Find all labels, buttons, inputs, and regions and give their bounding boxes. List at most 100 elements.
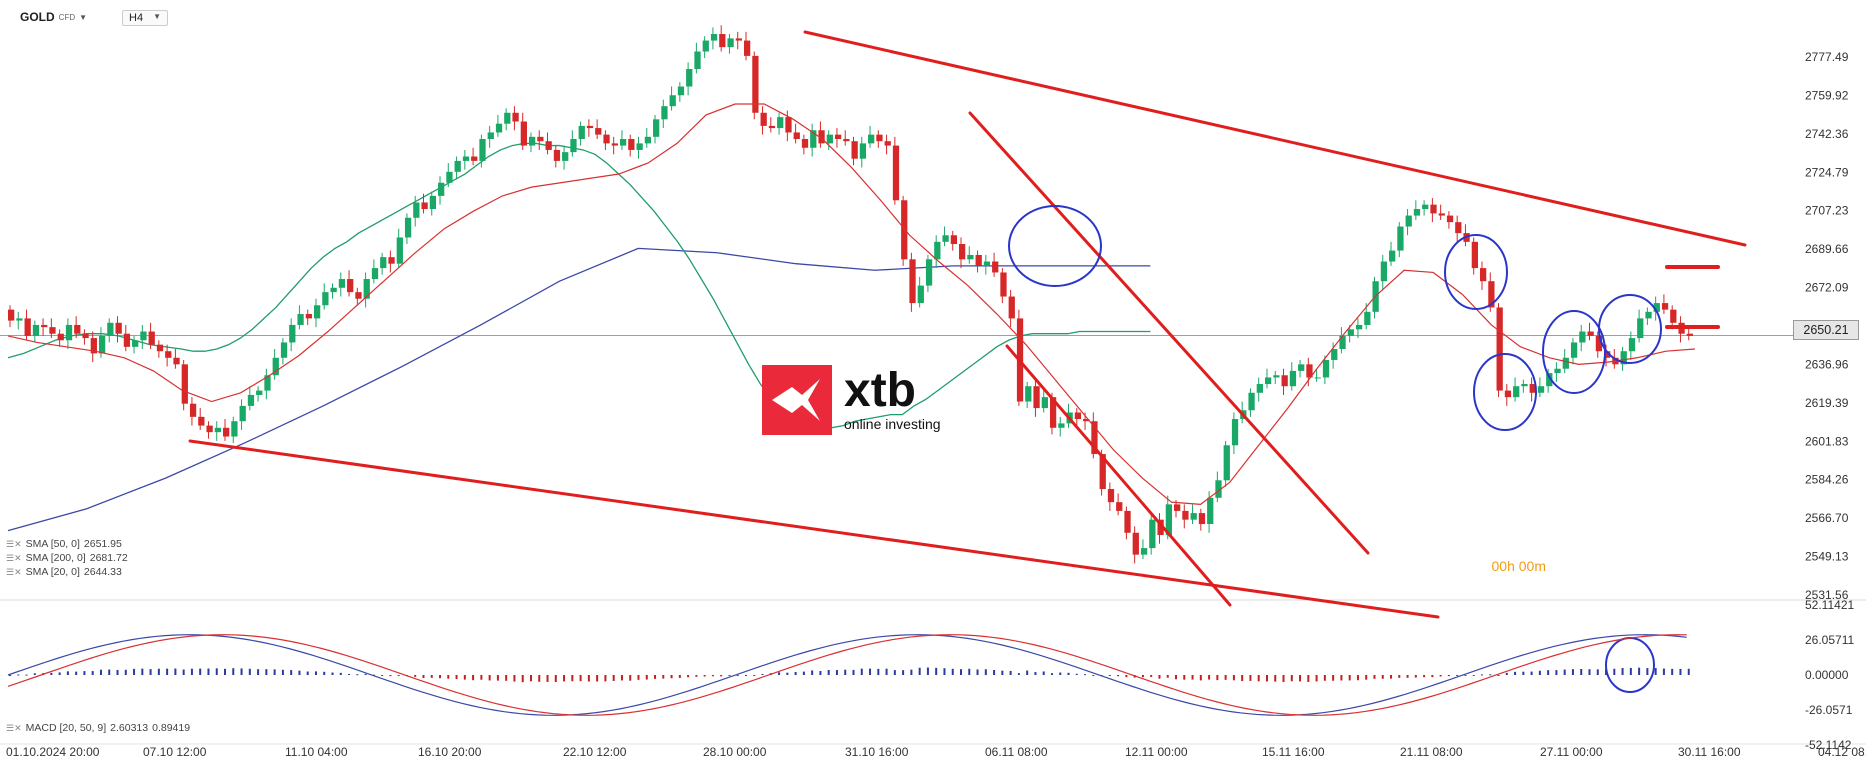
candle-body <box>884 141 891 146</box>
candle-body <box>1314 377 1321 379</box>
x-tick-label: 28.10 00:00 <box>703 745 767 759</box>
macd-histogram-bar <box>224 668 227 675</box>
macd-histogram-bar <box>1067 672 1070 675</box>
candle-body <box>628 139 635 150</box>
macd-tick-label: 26.05711 <box>1805 633 1854 647</box>
macd-histogram-bar <box>1026 670 1029 675</box>
indicator-label: MACD [20, 50, 9] <box>25 722 107 734</box>
macd-histogram-bar <box>298 670 301 675</box>
candle-body <box>1273 375 1280 378</box>
macd-histogram-bar <box>1621 668 1624 675</box>
macd-histogram-bar <box>430 675 433 678</box>
candle-body <box>727 38 734 48</box>
macd-histogram-bar <box>1017 673 1020 675</box>
candle-body <box>1413 209 1421 216</box>
macd-histogram-bar <box>157 668 160 675</box>
macd-histogram-bar <box>1497 675 1500 676</box>
candle-body <box>1670 309 1677 323</box>
macd-histogram-bar <box>381 675 384 676</box>
candle-body <box>1190 513 1197 520</box>
indicator-value: 2681.72 <box>89 552 128 564</box>
candle-body <box>975 254 982 266</box>
macd-histogram-bar <box>290 670 293 675</box>
candle-body <box>1107 489 1115 503</box>
candle-body <box>1174 504 1181 511</box>
macd-histogram-bar <box>1257 675 1260 682</box>
candle-body <box>1488 281 1495 308</box>
macd-histogram-bar <box>728 675 731 676</box>
chevron-down-icon: ▼ <box>153 12 161 21</box>
candle-body <box>1579 331 1586 343</box>
macd-histogram-bar <box>637 675 640 680</box>
macd-histogram-bar <box>505 675 508 681</box>
macd-histogram-bar <box>662 675 665 679</box>
timeframe-selector[interactable]: H4 ▼ <box>122 10 168 26</box>
macd-histogram-bar <box>1249 675 1252 681</box>
candle-body <box>719 34 726 48</box>
candle-body <box>826 134 833 144</box>
candle-body <box>32 324 40 336</box>
indicator-legend-sma20[interactable]: ☰✕ SMA [20, 0] 2644.33 <box>6 566 122 578</box>
indicator-value: 2644.33 <box>83 566 122 578</box>
candle-body <box>454 160 461 172</box>
macd-histogram-bar <box>1423 675 1426 678</box>
macd-histogram-bar <box>1108 675 1111 676</box>
candle-body <box>247 394 255 406</box>
macd-histogram-bar <box>678 675 681 678</box>
symbol-selector[interactable]: GOLD CFD ▼ <box>20 10 87 24</box>
candle-body <box>934 241 941 260</box>
candle-body <box>959 244 966 260</box>
macd-histogram-bar <box>1290 675 1293 682</box>
highlight-circle <box>1542 310 1606 394</box>
macd-histogram-bar <box>1265 675 1268 682</box>
candle-body <box>1645 311 1652 319</box>
macd-histogram-bar <box>1514 671 1517 675</box>
macd-histogram-bar <box>1596 669 1599 675</box>
indicator-legend-sma50[interactable]: ☰✕ SMA [50, 0] 2651.95 <box>6 538 122 550</box>
x-tick-label: 01.10.2024 20:00 <box>6 745 100 759</box>
candle-body <box>876 134 883 142</box>
candle-body <box>843 139 850 142</box>
macd-histogram-bar <box>1629 667 1632 675</box>
macd-histogram-bar <box>1191 675 1194 680</box>
candle-body <box>925 259 933 286</box>
macd-histogram-bar <box>1580 668 1583 675</box>
candle-body <box>1546 373 1553 387</box>
y-tick-label: 2742.36 <box>1805 127 1849 141</box>
candle-body <box>537 136 544 142</box>
candle-body <box>1430 204 1437 214</box>
candle-body <box>206 425 213 433</box>
macd-histogram-bar <box>695 675 698 677</box>
macd-histogram-bar <box>1348 675 1351 681</box>
candle-body <box>1339 335 1346 350</box>
candle-body <box>669 95 676 107</box>
macd-line <box>7 634 1687 716</box>
candle-body <box>983 261 991 266</box>
macd-histogram-bar <box>1084 674 1087 676</box>
macd-histogram-bar <box>488 675 491 681</box>
macd-histogram-bar <box>472 675 475 681</box>
candle-body <box>330 287 337 293</box>
indicator-legend-sma200[interactable]: ☰✕ SMA [200, 0] 2681.72 <box>6 552 128 564</box>
candle-body <box>710 34 718 41</box>
candle-body <box>1298 364 1305 371</box>
macd-histogram-bar <box>257 669 260 675</box>
candle-body <box>1207 497 1214 525</box>
symbol-name: GOLD <box>20 10 55 24</box>
candle-body <box>1620 351 1627 365</box>
macd-histogram-bar <box>281 669 284 675</box>
macd-histogram-bar <box>306 671 309 675</box>
indicator-label: SMA [200, 0] <box>25 552 86 564</box>
candle-timer: 00h 00m <box>1491 558 1546 574</box>
candle-body <box>107 322 114 336</box>
macd-histogram-bar <box>348 673 351 675</box>
macd-histogram-bar <box>364 673 367 675</box>
candle-body <box>1331 349 1338 360</box>
candle-body <box>801 139 809 148</box>
y-tick-label: 2549.13 <box>1805 550 1849 564</box>
macd-histogram-bar <box>1075 673 1078 675</box>
candle-body <box>115 322 122 334</box>
candle-body <box>702 40 709 52</box>
indicator-legend-macd[interactable]: ☰✕ MACD [20, 50, 9] 2.60313 0.89419 <box>6 722 190 734</box>
